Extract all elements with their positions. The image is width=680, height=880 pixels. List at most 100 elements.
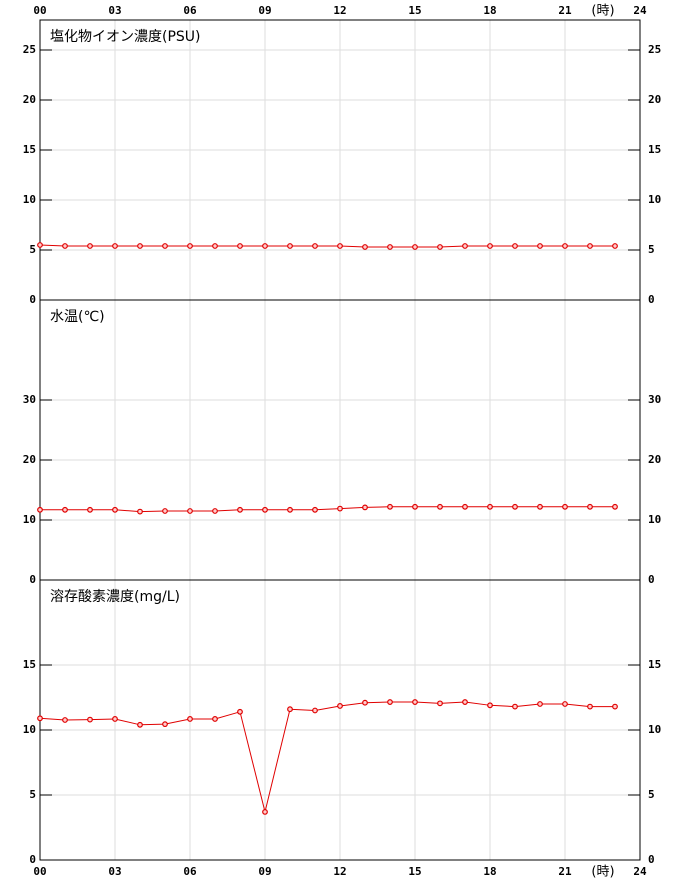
data-point xyxy=(87,506,93,513)
x-tick-label: 12 xyxy=(333,865,346,878)
data-point xyxy=(587,503,593,510)
y-tick-label: 25 xyxy=(23,43,36,56)
x-tick-label: 24 xyxy=(633,4,647,17)
data-point xyxy=(562,503,568,510)
data-point xyxy=(137,508,143,515)
data-point xyxy=(562,243,568,249)
y-tick-label: 15 xyxy=(648,143,661,156)
data-point xyxy=(437,244,443,250)
data-point xyxy=(362,504,368,511)
panel-title: 溶存酸素濃度(mg/L) xyxy=(50,589,180,605)
data-point xyxy=(412,699,418,705)
x-tick-label: 12 xyxy=(333,4,346,17)
y-tick-label: 5 xyxy=(648,788,655,801)
data-point xyxy=(37,242,43,248)
panel-title: 塩化物イオン濃度(PSU) xyxy=(50,29,201,45)
data-point xyxy=(212,243,218,249)
y-tick-label: 0 xyxy=(29,853,36,866)
x-tick-label: 03 xyxy=(108,865,121,878)
y-tick-label: 0 xyxy=(29,573,36,586)
x-tick-label: 15 xyxy=(408,865,421,878)
y-tick-label: 10 xyxy=(23,193,36,206)
data-point xyxy=(462,699,468,705)
data-point xyxy=(287,243,293,249)
x-tick-label: 09 xyxy=(258,865,271,878)
y-tick-label: 25 xyxy=(648,43,661,56)
data-point xyxy=(37,715,43,722)
data-point xyxy=(412,244,418,250)
data-line xyxy=(39,701,615,813)
data-point xyxy=(87,716,93,723)
x-tick-label: 09 xyxy=(258,4,271,17)
y-tick-label: 0 xyxy=(648,573,655,586)
data-point xyxy=(512,503,518,510)
data-point xyxy=(362,244,368,250)
data-point xyxy=(112,506,118,513)
panel-title: 水温(℃) xyxy=(50,309,105,325)
x-tick-label: 06 xyxy=(183,4,197,17)
x-tick-label: 06 xyxy=(183,865,197,878)
data-point xyxy=(262,243,268,249)
data-point xyxy=(537,243,543,249)
data-point xyxy=(262,506,268,513)
y-tick-label: 5 xyxy=(29,788,36,801)
data-point xyxy=(412,503,418,510)
data-point xyxy=(512,243,518,249)
data-point xyxy=(287,506,293,513)
y-tick-label: 0 xyxy=(29,293,36,306)
y-tick-label: 15 xyxy=(23,658,36,671)
y-tick-label: 20 xyxy=(23,453,36,466)
data-point xyxy=(312,506,318,513)
data-point xyxy=(537,503,543,510)
data-point xyxy=(312,243,318,249)
data-point xyxy=(87,243,93,249)
x-unit-label: (時) xyxy=(591,865,614,880)
y-tick-label: 15 xyxy=(648,658,661,671)
data-point xyxy=(612,703,618,710)
x-tick-label: 00 xyxy=(33,4,46,17)
data-point xyxy=(187,508,193,514)
x-tick-label: 18 xyxy=(483,865,496,878)
data-point xyxy=(37,506,43,513)
y-tick-label: 30 xyxy=(648,393,661,406)
y-tick-label: 20 xyxy=(648,453,661,466)
y-tick-label: 30 xyxy=(23,393,36,406)
data-point xyxy=(162,508,168,514)
data-point xyxy=(337,703,343,709)
data-line xyxy=(39,244,615,248)
x-tick-label: 21 xyxy=(558,4,572,17)
data-point xyxy=(237,243,243,249)
data-point xyxy=(537,701,543,707)
data-point xyxy=(312,707,318,714)
data-point xyxy=(287,706,293,713)
y-tick-label: 10 xyxy=(648,723,661,736)
data-point xyxy=(437,700,443,707)
data-point xyxy=(237,708,243,715)
y-tick-label: 20 xyxy=(648,93,661,106)
y-tick-label: 15 xyxy=(23,143,36,156)
data-point xyxy=(562,701,568,707)
data-point xyxy=(62,506,68,513)
data-point xyxy=(462,243,468,249)
data-point xyxy=(437,503,443,510)
y-tick-label: 10 xyxy=(648,513,661,526)
y-tick-label: 10 xyxy=(23,723,36,736)
data-point xyxy=(262,809,268,815)
x-tick-label: 15 xyxy=(408,4,421,17)
x-tick-label: 21 xyxy=(558,865,572,878)
data-point xyxy=(487,503,493,510)
data-point xyxy=(112,243,118,249)
y-tick-label: 0 xyxy=(648,293,655,306)
data-point xyxy=(387,503,393,510)
y-tick-label: 5 xyxy=(648,243,655,256)
data-point xyxy=(112,716,118,722)
data-point xyxy=(212,508,218,514)
data-point xyxy=(612,243,618,249)
y-tick-label: 10 xyxy=(648,193,661,206)
x-unit-label: (時) xyxy=(591,4,614,19)
data-point xyxy=(487,702,493,709)
data-point xyxy=(587,243,593,249)
data-point xyxy=(162,721,168,728)
data-point xyxy=(137,243,143,249)
data-point xyxy=(462,503,468,510)
